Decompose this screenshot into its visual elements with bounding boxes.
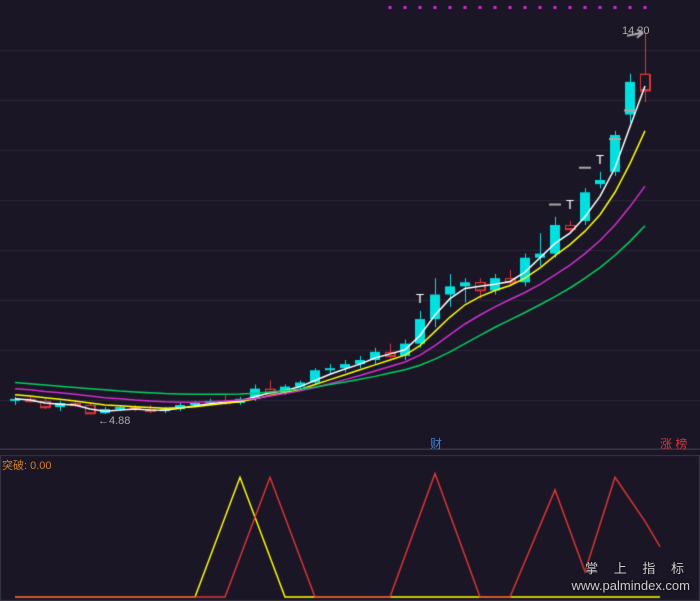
stock-chart-container: 14.20 ←4.88 财 涨 榜 突破: 0.00 掌 上 指 标 www.p…	[0, 0, 700, 601]
main-candlestick-chart[interactable]	[0, 0, 700, 450]
sub-indicator-chart[interactable]	[0, 455, 700, 601]
